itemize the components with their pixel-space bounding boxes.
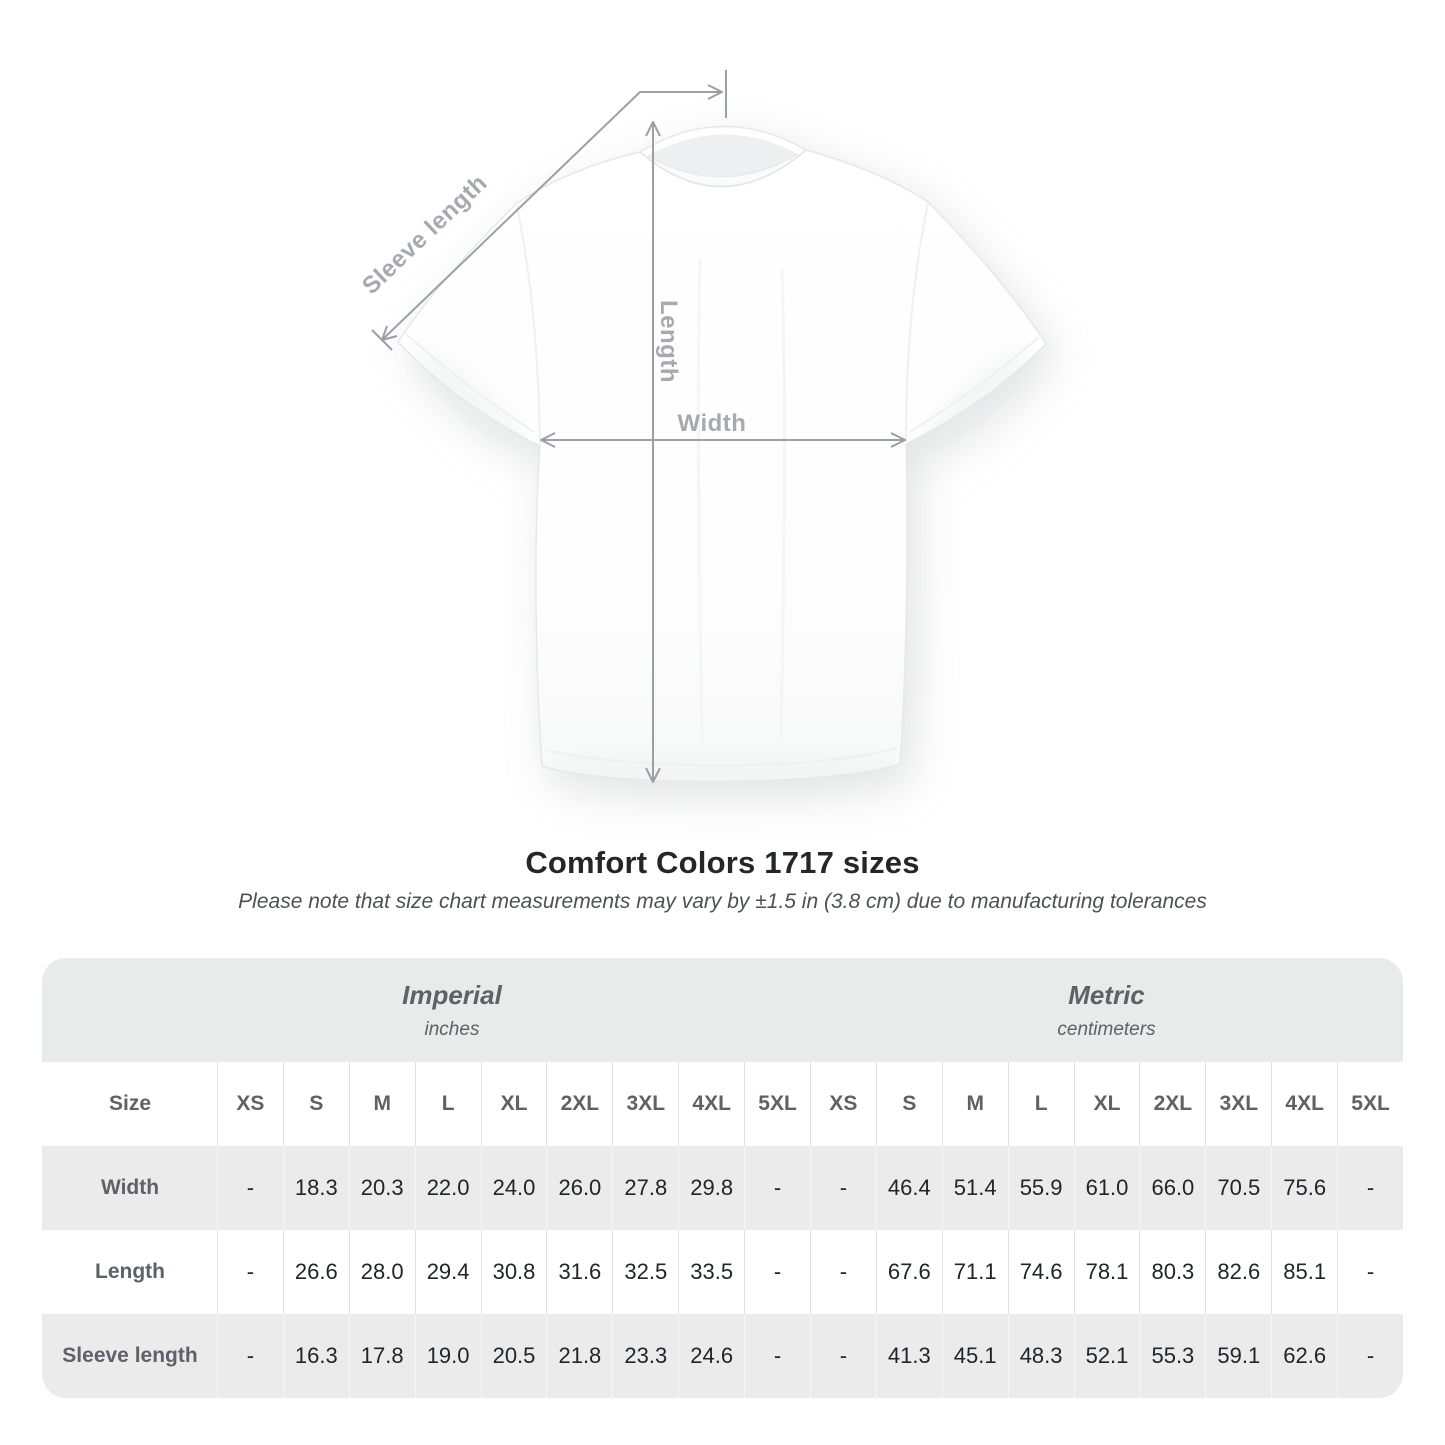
size-header-cell: XS <box>217 1062 283 1146</box>
value-cell: 55.9 <box>1007 1146 1074 1230</box>
size-header-cell: L <box>1007 1062 1074 1146</box>
size-column-header: Size <box>42 1062 217 1146</box>
metric-section-unit: centimeters <box>1057 1018 1156 1040</box>
size-header-cell: 3XL <box>612 1062 679 1146</box>
value-cell: 85.1 <box>1271 1230 1338 1314</box>
value-cell: - <box>1337 1314 1403 1398</box>
value-cell: 21.8 <box>546 1314 613 1398</box>
size-header-cell: 3XL <box>1205 1062 1272 1146</box>
value-cell: 22.0 <box>414 1146 481 1230</box>
value-cell: 78.1 <box>1073 1230 1140 1314</box>
row-label: Width <box>42 1146 217 1230</box>
size-header-cell: M <box>348 1062 415 1146</box>
width-diagram-label: Width <box>678 410 747 437</box>
value-cell: 20.5 <box>480 1314 547 1398</box>
metric-section-name: Metric <box>1068 979 1145 1010</box>
value-cell: - <box>744 1230 810 1314</box>
size-header-cell: S <box>282 1062 349 1146</box>
row-label: Sleeve length <box>42 1314 217 1398</box>
value-cell: 26.6 <box>282 1230 349 1314</box>
tshirt-body <box>397 125 1047 783</box>
value-cell: 74.6 <box>1007 1230 1074 1314</box>
value-cell: 59.1 <box>1205 1314 1272 1398</box>
value-cell: - <box>1337 1230 1403 1314</box>
value-cell: - <box>217 1314 283 1398</box>
value-cell: 20.3 <box>348 1146 415 1230</box>
value-cell: 26.0 <box>546 1146 613 1230</box>
value-cell: 32.5 <box>612 1230 679 1314</box>
value-cell: 61.0 <box>1073 1146 1140 1230</box>
imperial-section-unit: inches <box>424 1018 480 1040</box>
value-cell: 62.6 <box>1271 1314 1338 1398</box>
size-header-cell: 4XL <box>1271 1062 1338 1146</box>
value-cell: 30.8 <box>480 1230 547 1314</box>
value-cell: 33.5 <box>678 1230 745 1314</box>
value-cell: 18.3 <box>282 1146 349 1230</box>
size-header-cell: 5XL <box>744 1062 810 1146</box>
value-cell: 67.6 <box>875 1230 942 1314</box>
size-header-cell: L <box>414 1062 481 1146</box>
value-cell: - <box>1337 1146 1403 1230</box>
width-arrow <box>540 432 906 448</box>
size-header-cell: 2XL <box>1139 1062 1206 1146</box>
value-cell: 41.3 <box>875 1314 942 1398</box>
row-label: Length <box>42 1230 217 1314</box>
value-cell: 16.3 <box>282 1314 349 1398</box>
value-cell: - <box>217 1146 283 1230</box>
size-header-cell: 5XL <box>1337 1062 1403 1146</box>
size-header-cell: S <box>875 1062 942 1146</box>
size-header-cell: 4XL <box>678 1062 745 1146</box>
value-cell: 27.8 <box>612 1146 679 1230</box>
imperial-section-name: Imperial <box>402 979 502 1010</box>
size-header-cell: XL <box>1073 1062 1140 1146</box>
value-cell: 23.3 <box>612 1314 679 1398</box>
value-cell: 55.3 <box>1139 1314 1206 1398</box>
value-cell: - <box>809 1230 876 1314</box>
value-cell: 82.6 <box>1205 1230 1272 1314</box>
value-cell: 31.6 <box>546 1230 613 1314</box>
tshirt-graphic <box>397 125 1047 783</box>
value-cell: 51.4 <box>941 1146 1008 1230</box>
value-cell: - <box>744 1146 810 1230</box>
value-cell: 28.0 <box>348 1230 415 1314</box>
value-cell: - <box>744 1314 810 1398</box>
value-cell: 70.5 <box>1205 1146 1272 1230</box>
value-cell: 46.4 <box>875 1146 942 1230</box>
value-cell: - <box>809 1314 876 1398</box>
tshirt-seams <box>405 203 1039 767</box>
sleeve-length-arrow <box>371 70 727 351</box>
size-header-cell: M <box>941 1062 1008 1146</box>
size-table: Imperial inches Metric centimeters Size X… <box>42 958 1403 1398</box>
imperial-section-header: Imperial inches <box>42 958 810 1062</box>
value-cell: 80.3 <box>1139 1230 1206 1314</box>
value-cell: 29.4 <box>414 1230 481 1314</box>
metric-section-header: Metric centimeters <box>809 958 1403 1062</box>
value-cell: 45.1 <box>941 1314 1008 1398</box>
size-header-cell: XL <box>480 1062 547 1146</box>
tshirt-diagram: Sleeve length Length Width <box>357 70 1047 783</box>
value-cell: 29.8 <box>678 1146 745 1230</box>
tshirt-shading <box>414 349 1030 782</box>
length-arrow <box>645 121 661 783</box>
size-header-cell: XS <box>809 1062 876 1146</box>
value-cell: - <box>217 1230 283 1314</box>
value-cell: 71.1 <box>941 1230 1008 1314</box>
value-cell: 52.1 <box>1073 1314 1140 1398</box>
value-cell: 17.8 <box>348 1314 415 1398</box>
value-cell: 66.0 <box>1139 1146 1206 1230</box>
value-cell: 48.3 <box>1007 1314 1074 1398</box>
tolerance-note: Please note that size chart measurements… <box>238 890 1207 913</box>
page-title: Comfort Colors 1717 sizes <box>525 845 920 880</box>
tshirt-collar <box>639 134 807 188</box>
title-block: Comfort Colors 1717 sizes Please note th… <box>0 845 1445 914</box>
value-cell: 75.6 <box>1271 1146 1338 1230</box>
length-diagram-label: Length <box>655 300 682 383</box>
value-cell: 24.6 <box>678 1314 745 1398</box>
value-cell: 19.0 <box>414 1314 481 1398</box>
size-header-cell: 2XL <box>546 1062 613 1146</box>
value-cell: - <box>809 1146 876 1230</box>
value-cell: 24.0 <box>480 1146 547 1230</box>
